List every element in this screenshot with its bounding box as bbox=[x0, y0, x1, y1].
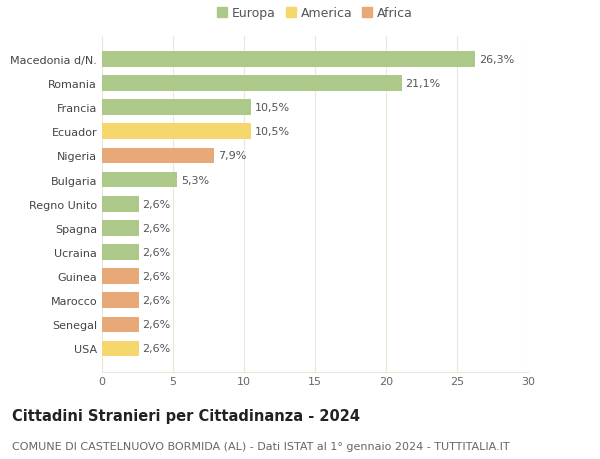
Bar bbox=[102, 269, 139, 284]
Bar bbox=[102, 341, 139, 357]
Text: 26,3%: 26,3% bbox=[479, 55, 514, 65]
Text: 10,5%: 10,5% bbox=[254, 127, 290, 137]
Text: 21,1%: 21,1% bbox=[405, 79, 440, 89]
Bar bbox=[102, 196, 139, 212]
Text: 2,6%: 2,6% bbox=[142, 224, 171, 233]
Text: 2,6%: 2,6% bbox=[142, 319, 171, 330]
Bar bbox=[102, 317, 139, 332]
Bar bbox=[102, 148, 214, 164]
Bar bbox=[102, 220, 139, 236]
Text: 7,9%: 7,9% bbox=[218, 151, 246, 161]
Text: 2,6%: 2,6% bbox=[142, 199, 171, 209]
Bar bbox=[102, 52, 475, 67]
Bar bbox=[102, 100, 251, 116]
Text: 2,6%: 2,6% bbox=[142, 344, 171, 354]
Bar bbox=[102, 124, 251, 140]
Text: Cittadini Stranieri per Cittadinanza - 2024: Cittadini Stranieri per Cittadinanza - 2… bbox=[12, 409, 360, 424]
Bar bbox=[102, 76, 401, 92]
Text: COMUNE DI CASTELNUOVO BORMIDA (AL) - Dati ISTAT al 1° gennaio 2024 - TUTTITALIA.: COMUNE DI CASTELNUOVO BORMIDA (AL) - Dat… bbox=[12, 441, 509, 451]
Text: 2,6%: 2,6% bbox=[142, 247, 171, 257]
Bar bbox=[102, 245, 139, 260]
Bar bbox=[102, 293, 139, 308]
Text: 10,5%: 10,5% bbox=[254, 103, 290, 113]
Text: 5,3%: 5,3% bbox=[181, 175, 209, 185]
Legend: Europa, America, Africa: Europa, America, Africa bbox=[213, 3, 417, 24]
Text: 2,6%: 2,6% bbox=[142, 272, 171, 281]
Bar bbox=[102, 172, 177, 188]
Text: 2,6%: 2,6% bbox=[142, 296, 171, 306]
